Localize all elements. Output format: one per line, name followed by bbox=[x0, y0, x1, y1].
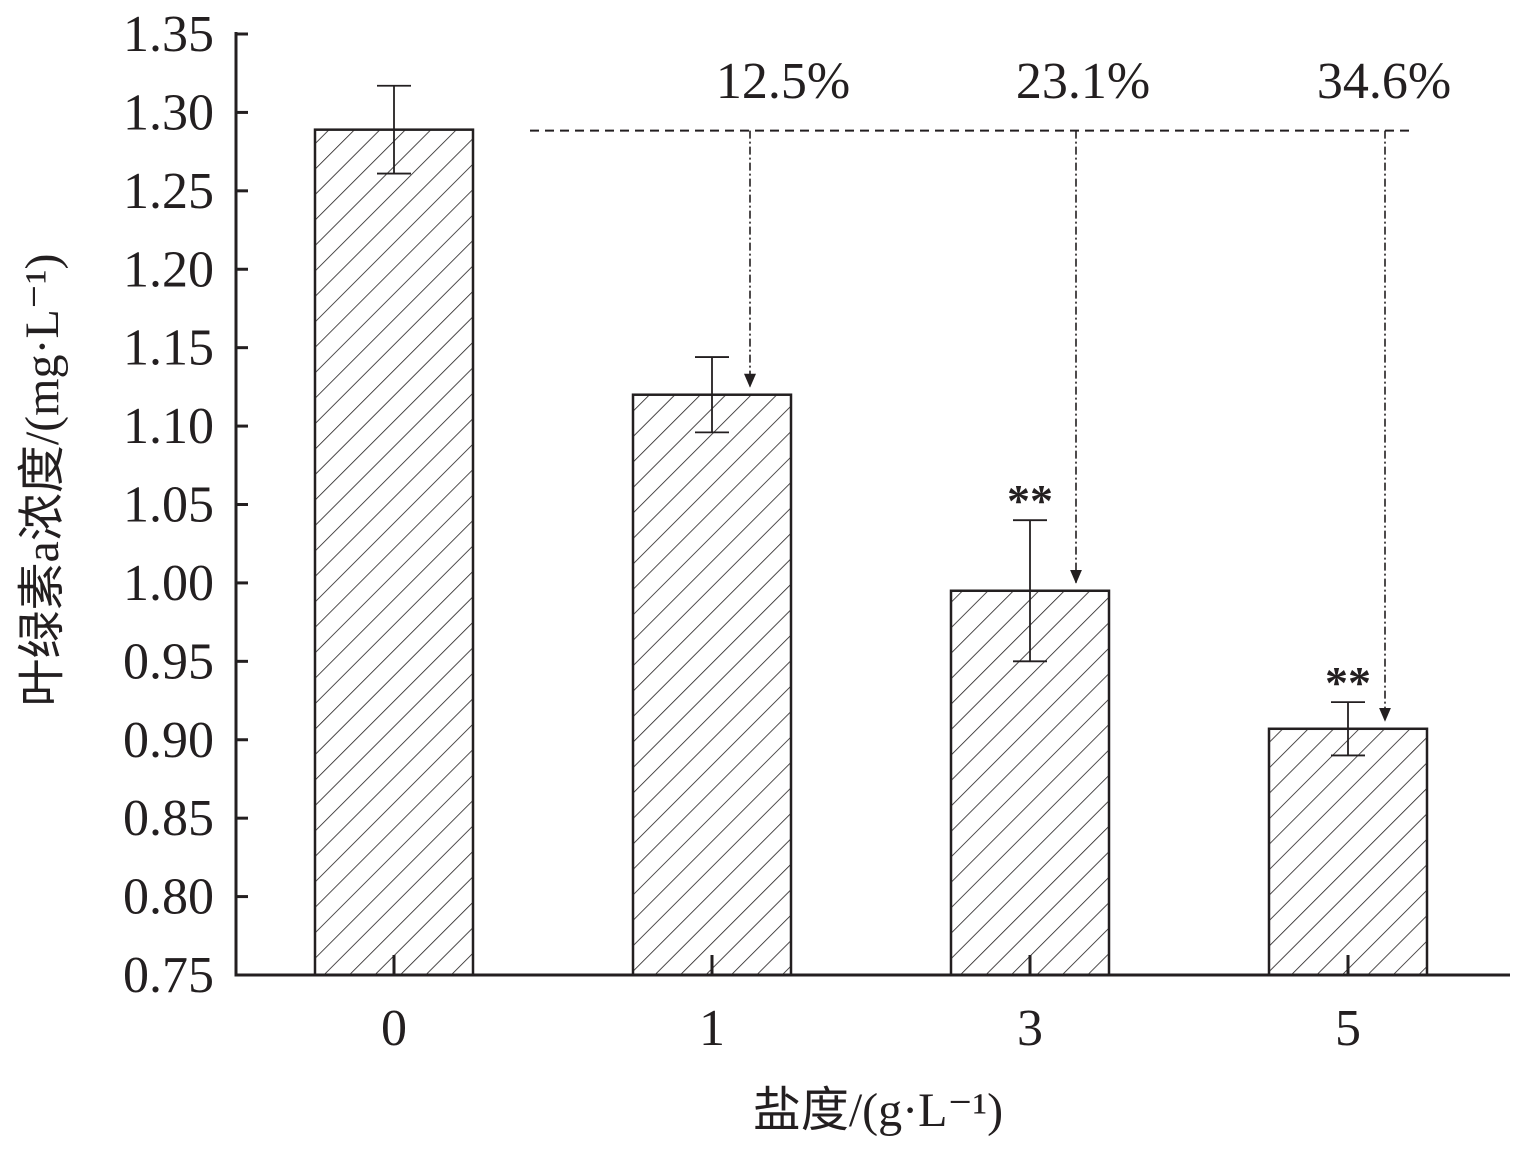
y-tick-label: 1.20 bbox=[123, 241, 214, 298]
x-tick-label: 3 bbox=[1017, 1000, 1043, 1057]
x-axis-title: 盐度/(g·L⁻¹) bbox=[753, 1084, 1003, 1137]
reduction-label: 23.1% bbox=[1016, 53, 1150, 110]
y-tick-label: 0.80 bbox=[123, 869, 214, 926]
x-tick-label: 1 bbox=[699, 1000, 725, 1057]
y-tick-label: 1.00 bbox=[123, 555, 214, 612]
y-tick-label: 1.10 bbox=[123, 398, 214, 455]
y-tick-label: 1.25 bbox=[123, 163, 214, 220]
plot-area: 0.75 0.80 0.85 0.90 0.95 1.00 1.05 1.10 1.15 1.20… bbox=[123, 6, 1510, 1057]
y-tick-label: 0.95 bbox=[123, 633, 214, 690]
reduction-label: 34.6% bbox=[1317, 53, 1451, 110]
significance-label: ** bbox=[1007, 475, 1053, 526]
bar bbox=[631, 393, 793, 977]
y-tick-label: 1.35 bbox=[123, 6, 214, 63]
bar bbox=[1267, 727, 1429, 977]
x-tick-label: 5 bbox=[1335, 1000, 1361, 1057]
y-tick-label: 1.05 bbox=[123, 477, 214, 534]
y-tick-label: 1.15 bbox=[123, 320, 214, 377]
y-tick-label: 0.90 bbox=[123, 712, 214, 769]
y-tick-label: 0.85 bbox=[123, 790, 214, 847]
y-axis-title: 叶绿素a浓度/(mg·L⁻¹) bbox=[16, 254, 69, 707]
significance-label: ** bbox=[1325, 657, 1371, 708]
y-tick-label: 0.75 bbox=[123, 947, 214, 1004]
reduction-label: 12.5% bbox=[716, 53, 850, 110]
bar bbox=[313, 128, 475, 977]
y-tick-label: 1.30 bbox=[123, 84, 214, 141]
x-tick-label: 0 bbox=[381, 1000, 407, 1057]
